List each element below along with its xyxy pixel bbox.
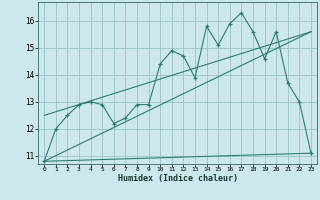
X-axis label: Humidex (Indice chaleur): Humidex (Indice chaleur) [118, 174, 238, 183]
